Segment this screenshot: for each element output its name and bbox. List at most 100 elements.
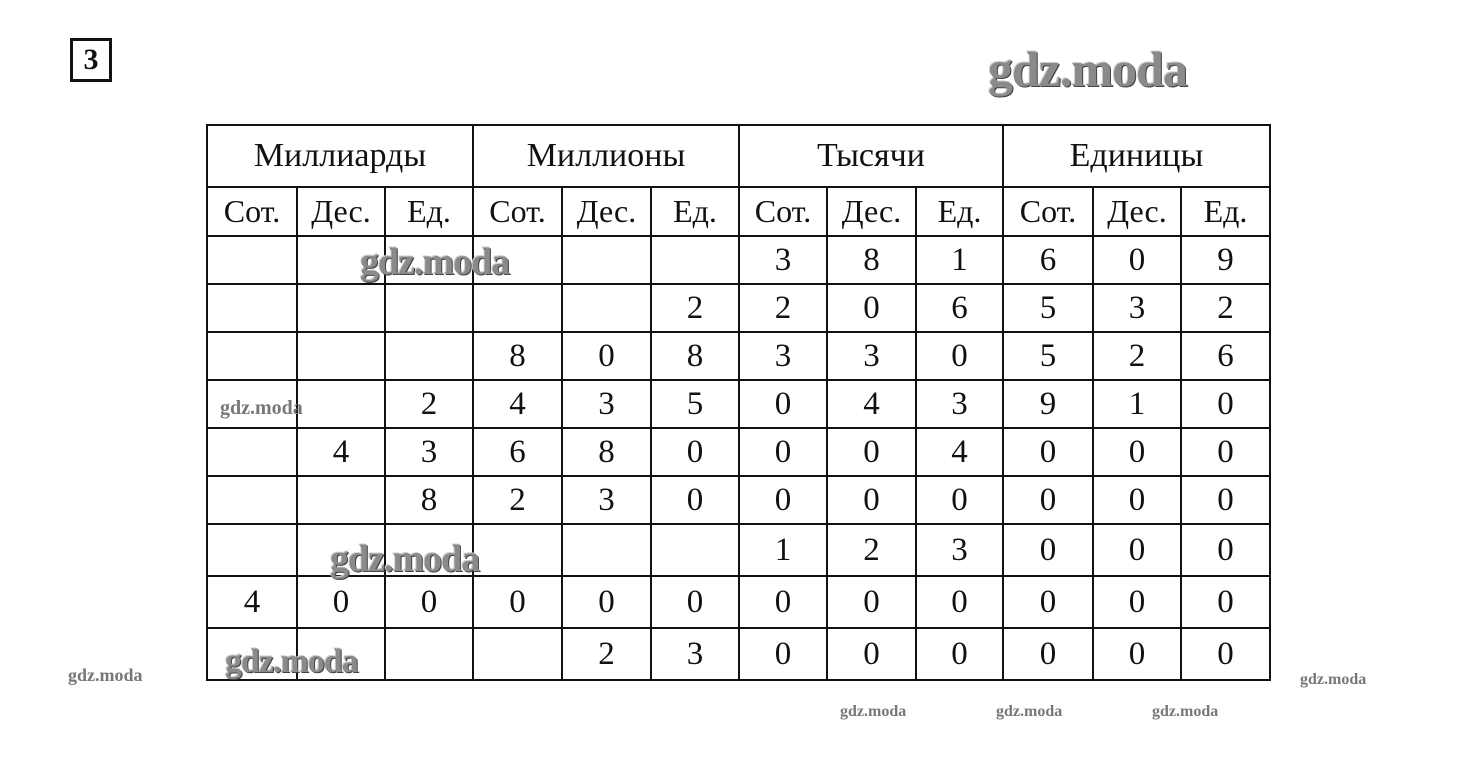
digit-cell: 2 [472, 475, 563, 525]
digit-cell: 4 [472, 379, 563, 429]
digit-cell: 0 [1002, 523, 1094, 577]
sub-header: Дес. [296, 186, 386, 237]
digit-cell: 0 [738, 379, 828, 429]
digit-cell: 0 [826, 283, 917, 333]
group-header: Тысячи [738, 124, 1004, 188]
watermark-logo: gdz.moda [330, 538, 480, 580]
sub-header: Ед. [915, 186, 1004, 237]
digit-cell [650, 523, 740, 577]
digit-cell [296, 475, 386, 525]
watermark-logo: gdz.moda [220, 397, 303, 419]
digit-cell: 0 [1092, 475, 1182, 525]
digit-cell [561, 523, 652, 577]
digit-cell: 3 [384, 427, 474, 477]
digit-cell: 0 [561, 331, 652, 381]
digit-cell: 0 [1180, 523, 1271, 577]
digit-cell: 9 [1002, 379, 1094, 429]
digit-cell: 0 [1180, 627, 1271, 681]
digit-cell: 8 [384, 475, 474, 525]
digit-cell [296, 283, 386, 333]
exercise-number: 3 [70, 38, 112, 82]
watermark-logo: gdz.moda [1300, 671, 1367, 688]
sub-header: Дес. [826, 186, 917, 237]
digit-cell: 2 [561, 627, 652, 681]
digit-cell: 0 [738, 475, 828, 525]
digit-cell [561, 283, 652, 333]
digit-cell [206, 331, 298, 381]
digit-cell: 0 [1180, 427, 1271, 477]
digit-cell: 0 [915, 331, 1004, 381]
digit-cell: 6 [1180, 331, 1271, 381]
watermark-logo: gdz.moda [840, 703, 907, 720]
digit-cell [296, 235, 386, 285]
digit-cell: 0 [1092, 235, 1182, 285]
digit-cell: 4 [915, 427, 1004, 477]
digit-cell: 2 [650, 283, 740, 333]
digit-cell: 6 [472, 427, 563, 477]
digit-cell: 5 [1002, 331, 1094, 381]
sub-header: Дес. [561, 186, 652, 237]
digit-cell [296, 523, 386, 577]
digit-cell: 0 [738, 575, 828, 629]
digit-cell: 0 [738, 627, 828, 681]
digit-cell: 8 [472, 331, 563, 381]
digit-cell: 0 [296, 575, 386, 629]
digit-cell: 4 [206, 575, 298, 629]
sub-header: Ед. [384, 186, 474, 237]
watermark-logo: gdz.moda [225, 643, 359, 680]
digit-cell [650, 235, 740, 285]
digit-cell: 0 [1002, 575, 1094, 629]
digit-cell [472, 235, 563, 285]
sub-header: Ед. [650, 186, 740, 237]
digit-cell: 8 [561, 427, 652, 477]
digit-cell: 3 [561, 379, 652, 429]
digit-cell: 6 [915, 283, 1004, 333]
digit-cell: 0 [826, 427, 917, 477]
digit-cell: 0 [1180, 475, 1271, 525]
digit-cell: 6 [1002, 235, 1094, 285]
digit-cell: 3 [826, 331, 917, 381]
digit-cell [472, 627, 563, 681]
digit-cell: 2 [1092, 331, 1182, 381]
digit-cell [472, 523, 563, 577]
digit-cell: 3 [650, 627, 740, 681]
digit-cell: 1 [1092, 379, 1182, 429]
sub-header: Дес. [1092, 186, 1182, 237]
group-header: Единицы [1002, 124, 1271, 188]
digit-cell [206, 235, 298, 285]
digit-cell [384, 523, 474, 577]
digit-cell [296, 627, 386, 681]
digit-cell [206, 523, 298, 577]
digit-cell [296, 379, 386, 429]
sub-header: Сот. [206, 186, 298, 237]
digit-cell [296, 331, 386, 381]
digit-cell: 0 [650, 427, 740, 477]
digit-cell: 2 [384, 379, 474, 429]
watermark-logo: gdz.moda [996, 703, 1063, 720]
digit-cell: 8 [650, 331, 740, 381]
digit-cell: 0 [915, 627, 1004, 681]
digit-cell: 0 [1092, 575, 1182, 629]
digit-cell: 3 [1092, 283, 1182, 333]
digit-cell: 3 [561, 475, 652, 525]
digit-cell: 0 [915, 475, 1004, 525]
digit-cell: 0 [1092, 427, 1182, 477]
digit-cell: 3 [915, 379, 1004, 429]
watermark-logo: gdz.moda [988, 41, 1188, 97]
digit-cell: 0 [1002, 475, 1094, 525]
group-header: Миллионы [472, 124, 740, 188]
digit-cell [561, 235, 652, 285]
digit-cell [384, 627, 474, 681]
digit-cell: 9 [1180, 235, 1271, 285]
digit-cell: 0 [826, 627, 917, 681]
digit-cell: 8 [826, 235, 917, 285]
digit-cell [472, 283, 563, 333]
digit-cell: 0 [826, 575, 917, 629]
